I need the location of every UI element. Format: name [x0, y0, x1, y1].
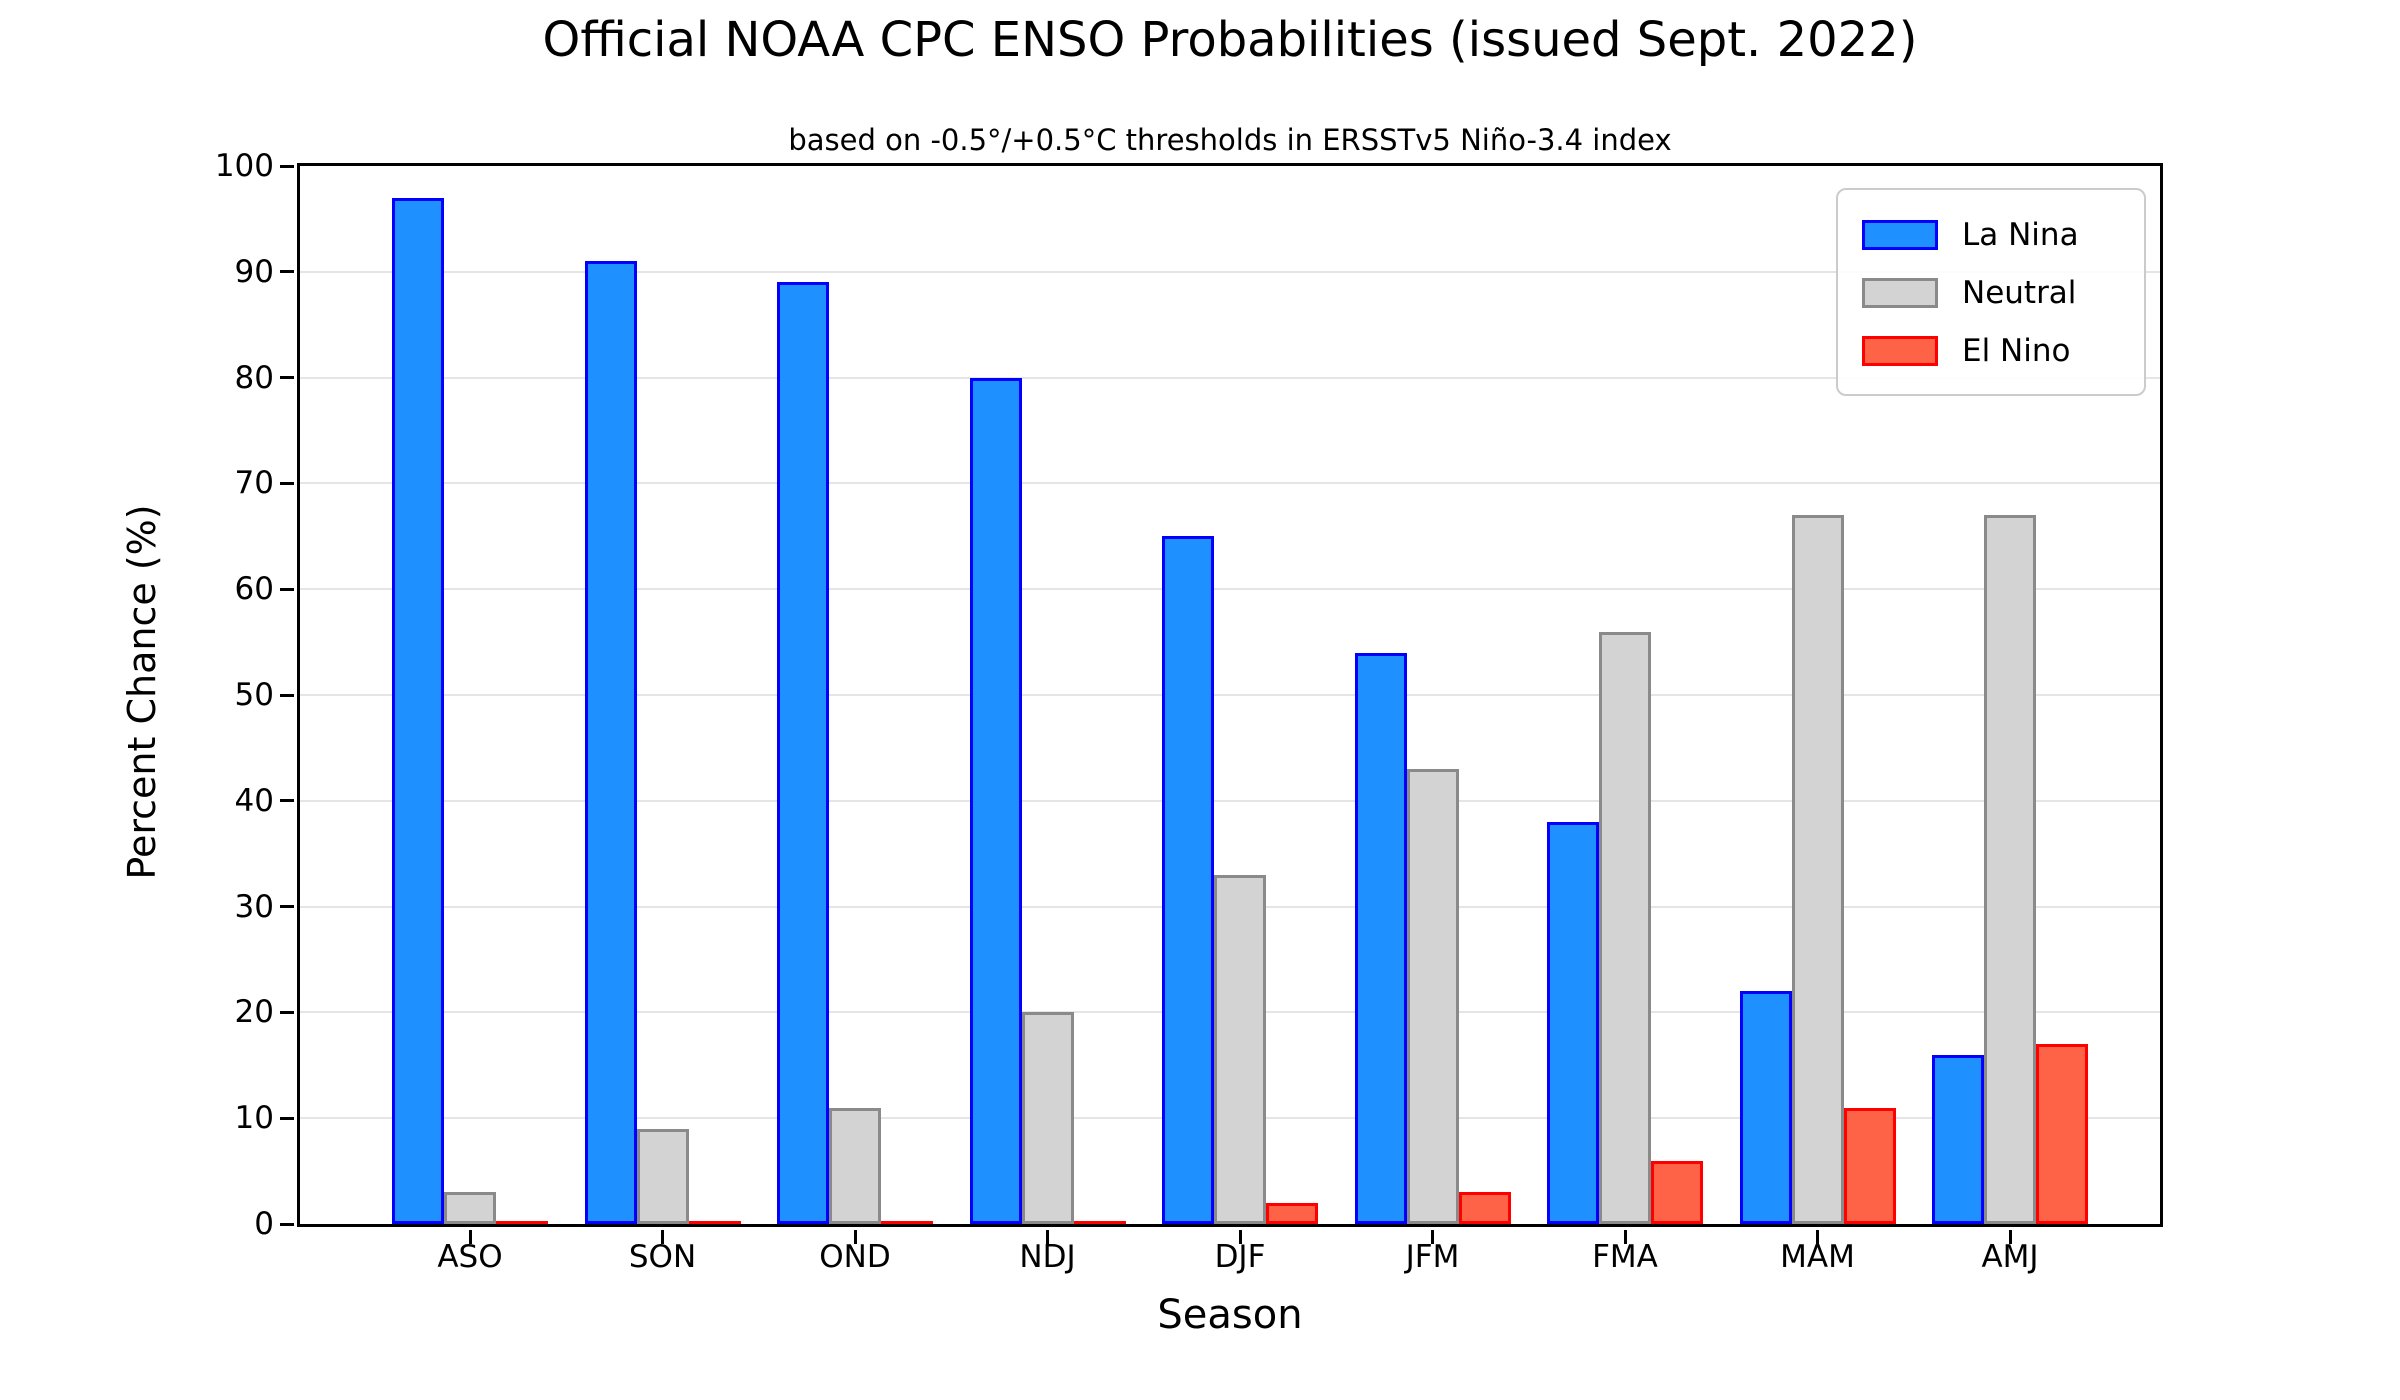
bar-neutral-FMA: [1599, 631, 1651, 1224]
legend-item: El Nino: [1862, 322, 2144, 380]
y-tick-label: 30: [234, 888, 274, 925]
gridline: [300, 588, 2160, 591]
plot-area: La Nina Neutral El Nino 0 10 20 30 40 50 60 70 8…: [215, 148, 2163, 1275]
x-tick-label-OND: OND: [819, 1239, 891, 1275]
bar-la-nina-NDJ: [969, 377, 1022, 1224]
y-tick-mark: [280, 164, 294, 168]
gridline: [300, 376, 2160, 379]
y-tick-mark: [280, 1116, 294, 1120]
legend-swatch-el-nino-icon: [1862, 336, 1938, 366]
bar-el-nino-SON: [688, 1221, 741, 1224]
bar-la-nina-MAM: [1739, 991, 1792, 1224]
bar-neutral-JFM: [1406, 769, 1459, 1224]
legend-item: Neutral: [1862, 264, 2144, 322]
gridline: [300, 799, 2160, 802]
x-tick-mark: [1431, 1230, 1434, 1244]
y-tick-label: 20: [234, 994, 274, 1031]
y-tick-label: 100: [214, 148, 274, 184]
legend-swatch-la-nina-icon: [1862, 220, 1938, 250]
legend-label: Neutral: [1962, 275, 2077, 311]
y-tick-label: 90: [234, 253, 274, 290]
legend-label: La Nina: [1962, 217, 2079, 253]
y-tick-mark: [280, 693, 294, 697]
x-tick-mark: [1816, 1230, 1819, 1244]
x-tick-mark: [853, 1230, 857, 1244]
bar-neutral-NDJ: [1021, 1012, 1074, 1224]
bar-neutral-DJF: [1214, 874, 1266, 1224]
bar-el-nino-NDJ: [1073, 1221, 1126, 1224]
bar-la-nina-JFM: [1354, 652, 1407, 1224]
y-tick-label: 0: [254, 1206, 274, 1242]
chart-title: Official NOAA CPC ENSO Probabilities (is…: [542, 12, 1918, 68]
x-tick-label-JFM: JFM: [1405, 1239, 1460, 1275]
chart-subtitle: based on -0.5°/+0.5°C thresholds in ERSS…: [788, 123, 1672, 157]
bar-neutral-AMJ: [1984, 515, 2036, 1224]
bar-neutral-OND: [829, 1107, 881, 1224]
legend-item: La Nina: [1862, 206, 2144, 264]
y-tick-label: 80: [234, 359, 274, 396]
x-tick-mark: [468, 1230, 472, 1244]
bar-la-nina-ASO: [392, 197, 444, 1224]
x-tick-label-DJF: DJF: [1214, 1239, 1266, 1275]
x-tick-mark: [2008, 1230, 2012, 1244]
x-tick-mark: [1238, 1230, 1242, 1244]
bar-neutral-SON: [636, 1128, 689, 1224]
x-tick-mark: [661, 1230, 664, 1244]
x-tick-label-SON: SON: [628, 1239, 697, 1275]
bar-la-nina-AMJ: [1932, 1054, 1984, 1224]
x-tick-label-MAM: MAM: [1780, 1239, 1855, 1275]
bar-el-nino-ASO: [496, 1221, 548, 1224]
y-tick-mark: [280, 376, 294, 380]
bar-el-nino-AMJ: [2036, 1044, 2088, 1224]
y-tick-mark: [280, 905, 294, 909]
x-axis-label: Season: [1157, 1292, 1303, 1338]
bar-el-nino-OND: [881, 1221, 933, 1224]
bar-la-nina-OND: [777, 282, 829, 1224]
x-tick-mark: [1623, 1230, 1627, 1244]
legend-label: El Nino: [1962, 333, 2071, 369]
y-tick-mark: [280, 270, 294, 274]
y-tick-label: 70: [234, 465, 274, 502]
bar-la-nina-FMA: [1547, 821, 1599, 1224]
gridline: [300, 270, 2160, 273]
y-axis-label: Percent Chance (%): [120, 504, 164, 880]
legend: La Nina Neutral El Nino: [1836, 188, 2146, 396]
x-tick-label-FMA: FMA: [1592, 1239, 1658, 1275]
y-tick-mark: [280, 587, 294, 591]
y-tick-label: 60: [234, 571, 274, 608]
y-tick-mark: [280, 799, 294, 803]
gridline: [300, 694, 2160, 696]
y-tick-mark: [280, 1010, 294, 1014]
y-tick-mark: [280, 1222, 294, 1226]
y-tick-label: 50: [234, 677, 274, 713]
x-tick-label-ASO: ASO: [437, 1239, 503, 1275]
bar-el-nino-MAM: [1843, 1107, 1896, 1224]
bar-el-nino-JFM: [1458, 1192, 1511, 1224]
legend-swatch-neutral-icon: [1862, 278, 1938, 308]
x-tick-label-AMJ: AMJ: [1981, 1239, 2039, 1275]
gridline: [300, 482, 2160, 485]
bar-neutral-ASO: [444, 1192, 496, 1224]
y-tick-mark: [280, 481, 294, 485]
bar-el-nino-DJF: [1266, 1202, 1318, 1224]
bar-la-nina-DJF: [1162, 536, 1214, 1224]
y-tick-label: 40: [234, 782, 274, 819]
x-tick-mark: [1046, 1230, 1049, 1244]
x-tick-label-NDJ: NDJ: [1019, 1239, 1076, 1275]
y-tick-label: 10: [234, 1100, 274, 1137]
bar-la-nina-SON: [584, 261, 637, 1224]
bar-neutral-MAM: [1791, 515, 1844, 1224]
bar-el-nino-FMA: [1651, 1160, 1703, 1224]
